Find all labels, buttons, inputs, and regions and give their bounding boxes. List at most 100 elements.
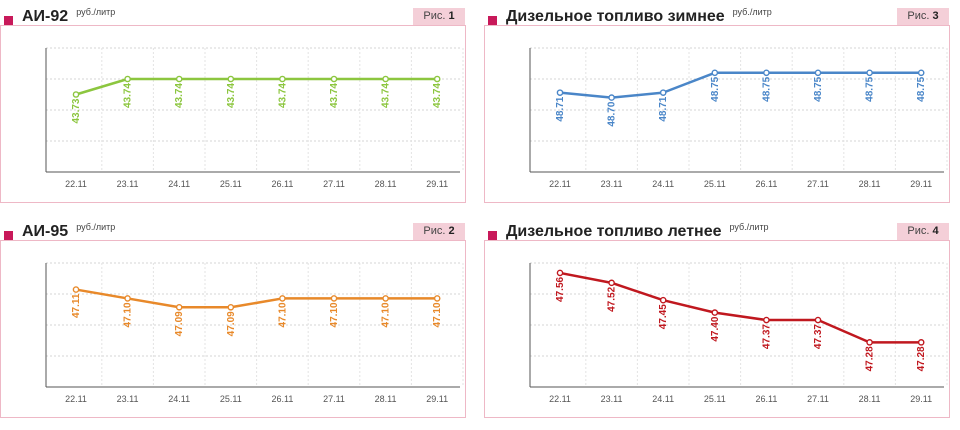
x-tick-label: 22.11 <box>65 179 87 189</box>
series-line <box>559 271 922 344</box>
chart-panel-2: АИ-95 руб./литр Рис. 2 22.11 23.11 24.11 25.… <box>0 215 466 418</box>
chart-frame <box>484 25 950 203</box>
data-point <box>711 309 719 316</box>
data-point <box>124 295 131 302</box>
x-tick-label: 29.11 <box>426 394 448 404</box>
data-label: 47.28 <box>865 346 876 371</box>
unit-label: руб./литр <box>729 222 769 232</box>
data-label: 48.70 <box>607 101 618 126</box>
data-label: 48.75 <box>710 76 721 101</box>
data-label: 47.10 <box>432 302 443 327</box>
x-tick-label: 28.11 <box>859 179 881 189</box>
chart-frame <box>484 240 950 418</box>
data-point <box>659 89 667 96</box>
data-point <box>279 75 286 83</box>
data-label: 43.73 <box>71 98 82 123</box>
title-bullet <box>4 231 13 240</box>
data-point <box>382 295 389 302</box>
x-tick-label: 24.11 <box>168 394 190 404</box>
unit-label: руб./литр <box>76 222 116 232</box>
data-label: 48.75 <box>916 76 927 101</box>
x-tick-label: 24.11 <box>652 179 674 189</box>
data-label: 48.75 <box>761 76 772 101</box>
x-tick-label: 27.11 <box>807 394 829 404</box>
x-tick-label: 25.11 <box>220 394 242 404</box>
data-label: 47.10 <box>277 302 288 327</box>
data-point <box>608 94 615 101</box>
data-label: 47.56 <box>555 276 566 301</box>
chart-title: Дизельное топливо летнее руб./литр <box>506 222 769 240</box>
data-label: 48.75 <box>865 76 876 101</box>
x-tick-label: 27.11 <box>807 179 829 189</box>
data-point <box>814 316 822 324</box>
data-label: 43.74 <box>226 83 237 108</box>
data-point <box>917 69 925 77</box>
data-label: 47.37 <box>813 324 824 349</box>
data-point <box>866 339 873 346</box>
data-label: 47.09 <box>174 311 185 336</box>
chart-frame <box>0 240 466 418</box>
unit-label: руб./литр <box>76 7 116 17</box>
data-label: 47.52 <box>607 286 618 311</box>
data-label: 47.09 <box>226 311 237 336</box>
data-point <box>175 303 183 311</box>
data-point <box>917 339 925 346</box>
data-point <box>556 89 564 96</box>
x-tick-label: 23.11 <box>601 394 623 404</box>
x-tick-label: 22.11 <box>549 179 571 189</box>
data-point <box>124 75 131 83</box>
data-label: 47.10 <box>381 302 392 327</box>
chart-plot-area: 22.11 23.11 24.11 25.11 26.11 27.11 28.11 29.11… <box>529 262 948 404</box>
data-label: 47.10 <box>123 302 134 327</box>
data-label: 47.11 <box>71 293 82 318</box>
data-point <box>227 75 235 83</box>
data-label: 48.71 <box>658 96 669 121</box>
data-label: 47.40 <box>710 316 721 341</box>
chart-title: Дизельное топливо зимнее руб./литр <box>506 7 772 25</box>
title-bullet <box>488 231 497 240</box>
x-tick-label: 26.11 <box>271 394 293 404</box>
data-point <box>763 316 770 324</box>
data-point <box>433 295 441 302</box>
data-label: 47.10 <box>329 302 340 327</box>
data-label: 43.74 <box>381 83 392 108</box>
x-tick-label: 24.11 <box>168 179 190 189</box>
chart-plot-area: 22.11 23.11 24.11 25.11 26.11 27.11 28.11 29.11… <box>45 47 464 189</box>
x-tick-label: 29.11 <box>910 394 932 404</box>
x-tick-label: 27.11 <box>323 179 345 189</box>
x-tick-label: 22.11 <box>549 394 571 404</box>
chart-title: АИ-92 руб./литр <box>22 7 116 25</box>
data-point <box>659 296 667 304</box>
data-point <box>866 69 873 77</box>
data-point <box>556 269 564 277</box>
data-label: 48.71 <box>555 96 566 121</box>
data-label: 43.74 <box>277 83 288 108</box>
x-tick-label: 25.11 <box>704 179 726 189</box>
chart-title: АИ-95 руб./литр <box>22 222 116 240</box>
data-point <box>433 75 441 83</box>
chart-panel-3: Дизельное топливо зимнее руб./литр Рис. 3… <box>484 0 950 203</box>
data-label: 47.37 <box>761 324 772 349</box>
data-point <box>608 279 615 287</box>
x-tick-label: 25.11 <box>704 394 726 404</box>
data-point <box>72 91 80 98</box>
x-tick-label: 28.11 <box>375 394 397 404</box>
x-tick-label: 29.11 <box>426 179 448 189</box>
data-point <box>175 75 183 83</box>
data-point <box>814 69 822 77</box>
title-bullet <box>4 16 13 25</box>
data-point <box>763 69 770 77</box>
data-point <box>279 295 286 302</box>
data-label: 48.75 <box>813 76 824 101</box>
x-tick-label: 23.11 <box>117 394 139 404</box>
x-tick-label: 28.11 <box>859 394 881 404</box>
chart-panel-1: АИ-92 руб./литр Рис. 1 22.11 23.11 24.11 25.… <box>0 0 466 203</box>
figure-badge: Рис. 2 <box>413 223 465 240</box>
data-label: 43.74 <box>329 83 340 108</box>
data-point <box>227 303 235 311</box>
title-bullet <box>488 16 497 25</box>
data-point <box>330 75 338 83</box>
data-point <box>711 69 719 77</box>
data-label: 43.74 <box>174 83 185 108</box>
chart-panel-4: Дизельное топливо летнее руб./литр Рис. 4… <box>484 215 950 418</box>
